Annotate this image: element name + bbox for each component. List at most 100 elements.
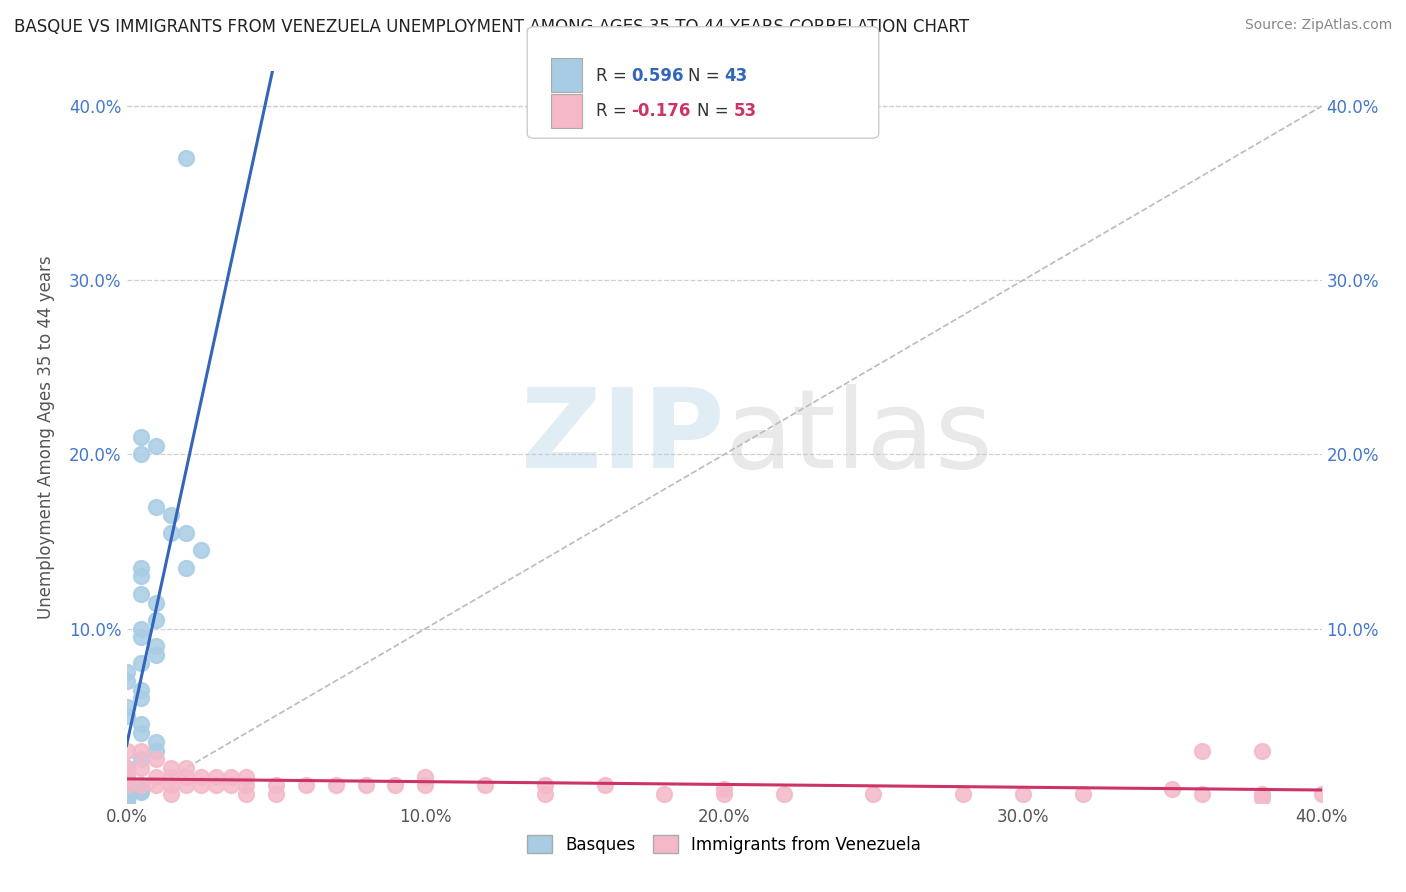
Y-axis label: Unemployment Among Ages 35 to 44 years: Unemployment Among Ages 35 to 44 years [38,255,55,619]
Point [115,761,138,775]
Text: atlas: atlas [724,384,993,491]
Point [415,770,437,784]
Point [534,778,557,792]
Point [1011,787,1033,801]
Point [652,787,675,801]
Point [145,595,167,609]
Point [131,726,153,740]
Point [115,673,138,688]
Legend: Basques, Immigrants from Venezuela: Basques, Immigrants from Venezuela [520,829,928,860]
Point [115,743,138,757]
Point [145,439,167,453]
Point [115,770,138,784]
Point [145,778,167,792]
Point [474,778,496,792]
Point [160,787,183,801]
Point [115,708,138,723]
Point [1251,787,1274,801]
Point [115,790,138,805]
Point [190,543,212,558]
Text: Source: ZipAtlas.com: Source: ZipAtlas.com [1244,18,1392,32]
Point [160,770,183,784]
Point [131,752,153,766]
Point [160,761,183,775]
Point [131,657,153,671]
Point [174,761,197,775]
Point [131,783,153,797]
Point [415,778,437,792]
Point [174,525,197,540]
Point [131,622,153,636]
Point [205,778,228,792]
Point [160,778,183,792]
Point [115,796,138,810]
Point [1161,781,1184,796]
Point [115,789,138,803]
Text: N =: N = [688,67,724,85]
Point [131,785,153,799]
Point [1310,787,1333,801]
Point [145,500,167,514]
Point [219,770,242,784]
Point [160,508,183,523]
Text: N =: N = [697,103,734,120]
Point [145,639,167,653]
Point [235,787,257,801]
Point [115,787,138,801]
Point [115,794,138,808]
Point [131,682,153,697]
Text: BASQUE VS IMMIGRANTS FROM VENEZUELA UNEMPLOYMENT AMONG AGES 35 TO 44 YEARS CORRE: BASQUE VS IMMIGRANTS FROM VENEZUELA UNEM… [14,18,969,36]
Point [219,778,242,792]
Point [174,778,197,792]
Point [145,770,167,784]
Text: R =: R = [596,67,633,85]
Point [593,778,616,792]
Point [1191,743,1213,757]
Point [325,778,347,792]
Point [235,778,257,792]
Point [235,770,257,784]
Point [115,665,138,680]
Point [145,648,167,662]
Point [131,691,153,706]
Point [534,787,557,801]
Point [160,525,183,540]
Point [145,613,167,627]
Text: -0.176: -0.176 [631,103,690,120]
Point [131,569,153,583]
Text: 43: 43 [724,67,748,85]
Point [131,448,153,462]
Point [174,560,197,574]
Text: 0.596: 0.596 [631,67,683,85]
Point [294,778,316,792]
Text: R =: R = [596,103,633,120]
Point [131,587,153,601]
Point [174,152,197,166]
Point [1191,787,1213,801]
Point [354,778,377,792]
Point [115,761,138,775]
Text: ZIP: ZIP [520,384,724,491]
Point [145,735,167,749]
Point [115,778,138,792]
Point [952,787,974,801]
Point [264,778,287,792]
Point [384,778,406,792]
Point [131,778,153,792]
Point [190,770,212,784]
Point [131,781,153,796]
Point [131,717,153,731]
Point [115,778,138,792]
Point [131,560,153,574]
Point [862,787,884,801]
Point [1071,787,1094,801]
Point [115,700,138,714]
Point [131,743,153,757]
Point [713,781,735,796]
Point [145,743,167,757]
Point [1251,790,1274,805]
Point [773,787,796,801]
Point [145,752,167,766]
Point [115,792,138,806]
Text: 53: 53 [734,103,756,120]
